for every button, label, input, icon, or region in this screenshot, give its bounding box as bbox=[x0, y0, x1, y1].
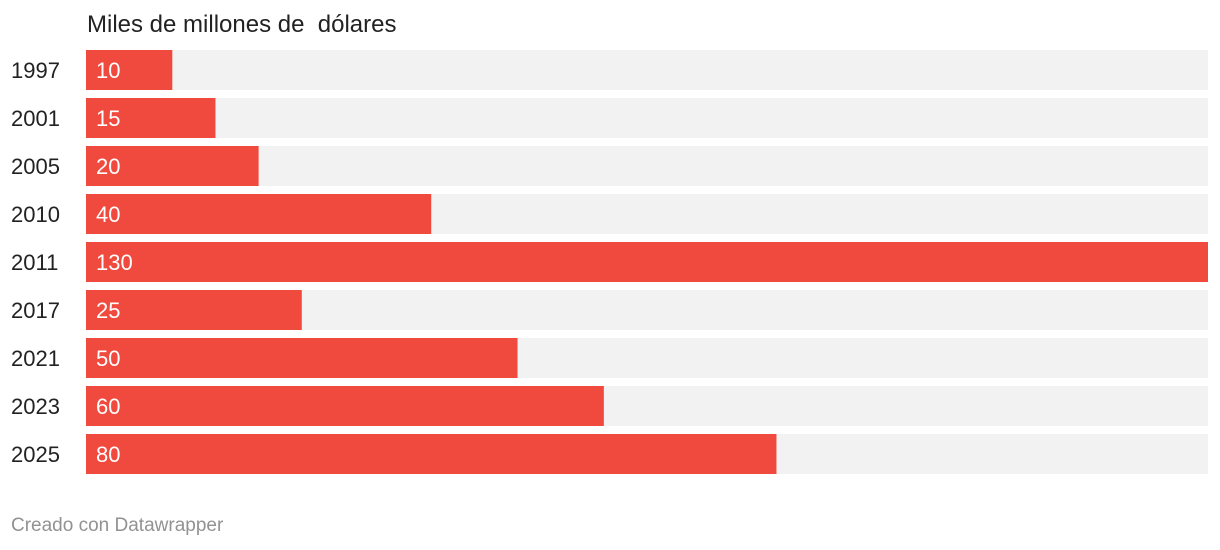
bar-1997 bbox=[86, 50, 173, 90]
bar-track bbox=[86, 146, 1208, 186]
value-label: 20 bbox=[96, 154, 120, 179]
value-label: 25 bbox=[96, 298, 120, 323]
value-label: 10 bbox=[96, 58, 120, 83]
bar-2017 bbox=[86, 290, 302, 330]
category-label: 2023 bbox=[11, 394, 60, 419]
category-label: 2005 bbox=[11, 154, 60, 179]
bar-chart: 1997 10 2001 15 2005 20 2010 40 2011 130 2017 25 202… bbox=[11, 50, 1208, 474]
bar-2025 bbox=[86, 434, 777, 474]
value-label: 50 bbox=[96, 346, 120, 371]
value-label: 40 bbox=[96, 202, 120, 227]
category-label: 2017 bbox=[11, 298, 60, 323]
value-label: 130 bbox=[96, 250, 133, 275]
bar-2011 bbox=[86, 242, 1208, 282]
footer-credit[interactable]: Creado con Datawrapper bbox=[11, 515, 224, 536]
bar-2021 bbox=[86, 338, 518, 378]
bar-2001 bbox=[86, 98, 216, 138]
category-label: 2011 bbox=[11, 250, 58, 275]
chart-title: Miles de millones de dólares bbox=[87, 11, 397, 38]
category-label: 2025 bbox=[11, 442, 60, 467]
bar-2010 bbox=[86, 194, 432, 234]
category-label: 1997 bbox=[11, 58, 60, 83]
bar-2005 bbox=[86, 146, 259, 186]
value-label: 15 bbox=[96, 106, 120, 131]
bar-track bbox=[86, 98, 1208, 138]
value-label: 60 bbox=[96, 394, 120, 419]
bar-2023 bbox=[86, 386, 604, 426]
bar-track bbox=[86, 50, 1208, 90]
category-label: 2001 bbox=[11, 106, 60, 131]
category-label: 2021 bbox=[11, 346, 60, 371]
category-label: 2010 bbox=[11, 202, 60, 227]
value-label: 80 bbox=[96, 442, 120, 467]
